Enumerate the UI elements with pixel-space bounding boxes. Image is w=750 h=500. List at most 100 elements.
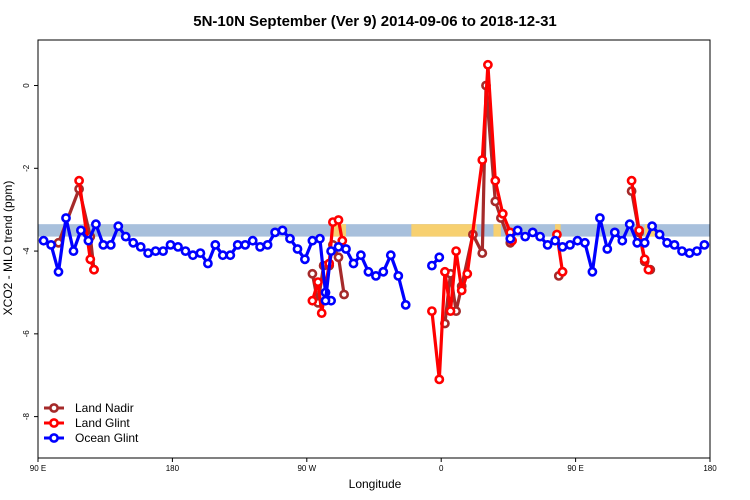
data-point — [654, 229, 665, 240]
data-point — [120, 231, 131, 242]
data-point — [292, 244, 303, 254]
legend-label: Land Glint — [75, 416, 130, 430]
data-point — [535, 231, 545, 242]
data-point — [143, 248, 153, 258]
data-point — [320, 295, 331, 306]
data-point — [477, 248, 488, 258]
data-point — [456, 285, 467, 296]
legend-label: Land Nadir — [75, 401, 134, 415]
legend-label: Ocean Glint — [75, 431, 139, 445]
data-point — [699, 239, 710, 250]
data-point — [624, 219, 635, 230]
data-point — [285, 233, 295, 244]
data-point — [333, 241, 344, 252]
x-axis-label: Longitude — [349, 477, 402, 491]
data-point — [626, 175, 637, 186]
x-tick-label: 0 — [439, 464, 444, 473]
series-land-nadir — [53, 80, 656, 329]
data-point — [85, 254, 96, 265]
data-point — [232, 239, 243, 250]
data-point — [255, 241, 265, 252]
data-point — [634, 225, 644, 236]
data-point — [150, 246, 161, 256]
data-point — [609, 227, 620, 238]
data-point — [128, 237, 139, 248]
data-point — [669, 239, 680, 250]
data-point — [639, 237, 650, 248]
data-point — [38, 235, 49, 246]
y-tick-label: -8 — [22, 413, 31, 421]
data-point — [225, 250, 236, 261]
series-land-glint — [74, 59, 654, 385]
data-point — [557, 241, 568, 252]
x-tick-label: 180 — [703, 464, 717, 473]
data-point — [210, 239, 221, 250]
data-point — [587, 266, 598, 277]
data-point — [74, 175, 84, 186]
data-point — [385, 250, 396, 261]
data-point — [98, 239, 109, 250]
data-point — [135, 241, 146, 252]
data-point — [550, 235, 560, 246]
data-point — [542, 239, 553, 250]
data-point — [426, 260, 437, 271]
data-point — [316, 308, 327, 318]
data-point — [46, 239, 56, 250]
legend-entry-land-glint: Land Glint — [44, 416, 130, 430]
data-point — [512, 225, 523, 236]
chart-title: 5N-10N September (Ver 9) 2014-09-06 to 2… — [193, 13, 557, 30]
data-point — [482, 59, 493, 70]
data-point — [307, 295, 318, 306]
data-point — [348, 258, 359, 269]
data-point — [565, 239, 575, 250]
data-point — [477, 155, 488, 165]
data-point — [83, 235, 94, 246]
legend-entry-ocean-glint: Ocean Glint — [44, 431, 139, 445]
data-point — [333, 215, 344, 225]
data-point — [643, 264, 654, 275]
x-tick-label: 90 E — [30, 464, 46, 473]
data-point — [202, 258, 213, 269]
data-point — [53, 266, 64, 277]
legend-marker — [49, 403, 59, 413]
data-point — [692, 246, 702, 256]
data-point — [355, 250, 366, 261]
band-highlight-2 — [493, 224, 501, 237]
data-point — [639, 254, 650, 265]
data-point — [445, 306, 456, 316]
data-point — [326, 246, 336, 256]
data-point — [299, 254, 310, 265]
data-point — [89, 264, 99, 275]
band-highlight-1 — [411, 224, 477, 237]
data-point — [684, 248, 695, 258]
data-point — [240, 239, 251, 250]
data-point — [632, 237, 643, 248]
series-ocean-glint — [38, 213, 710, 310]
data-point — [434, 374, 445, 385]
data-point — [187, 250, 198, 261]
series-layer — [38, 59, 710, 385]
data-point — [451, 246, 461, 256]
data-point — [370, 270, 381, 281]
legend-marker — [49, 418, 59, 428]
data-point — [76, 225, 86, 236]
plot-frame — [37, 39, 711, 459]
x-axis: 90 E 180 90 W 0 90 E 180 — [30, 458, 717, 473]
data-point — [339, 289, 349, 300]
data-point — [314, 233, 325, 244]
data-point — [262, 239, 273, 250]
data-point — [217, 250, 228, 261]
data-point — [270, 227, 280, 238]
data-point — [490, 175, 501, 186]
data-point — [505, 233, 516, 244]
data-point — [158, 246, 168, 256]
data-point — [617, 235, 628, 246]
data-point — [393, 270, 404, 281]
data-point — [277, 225, 288, 236]
x-tick-label: 90 W — [297, 464, 316, 473]
data-point — [580, 237, 590, 248]
data-point — [113, 221, 124, 232]
data-point — [91, 219, 101, 230]
y-tick-label: -6 — [22, 330, 31, 338]
data-point — [68, 246, 79, 256]
